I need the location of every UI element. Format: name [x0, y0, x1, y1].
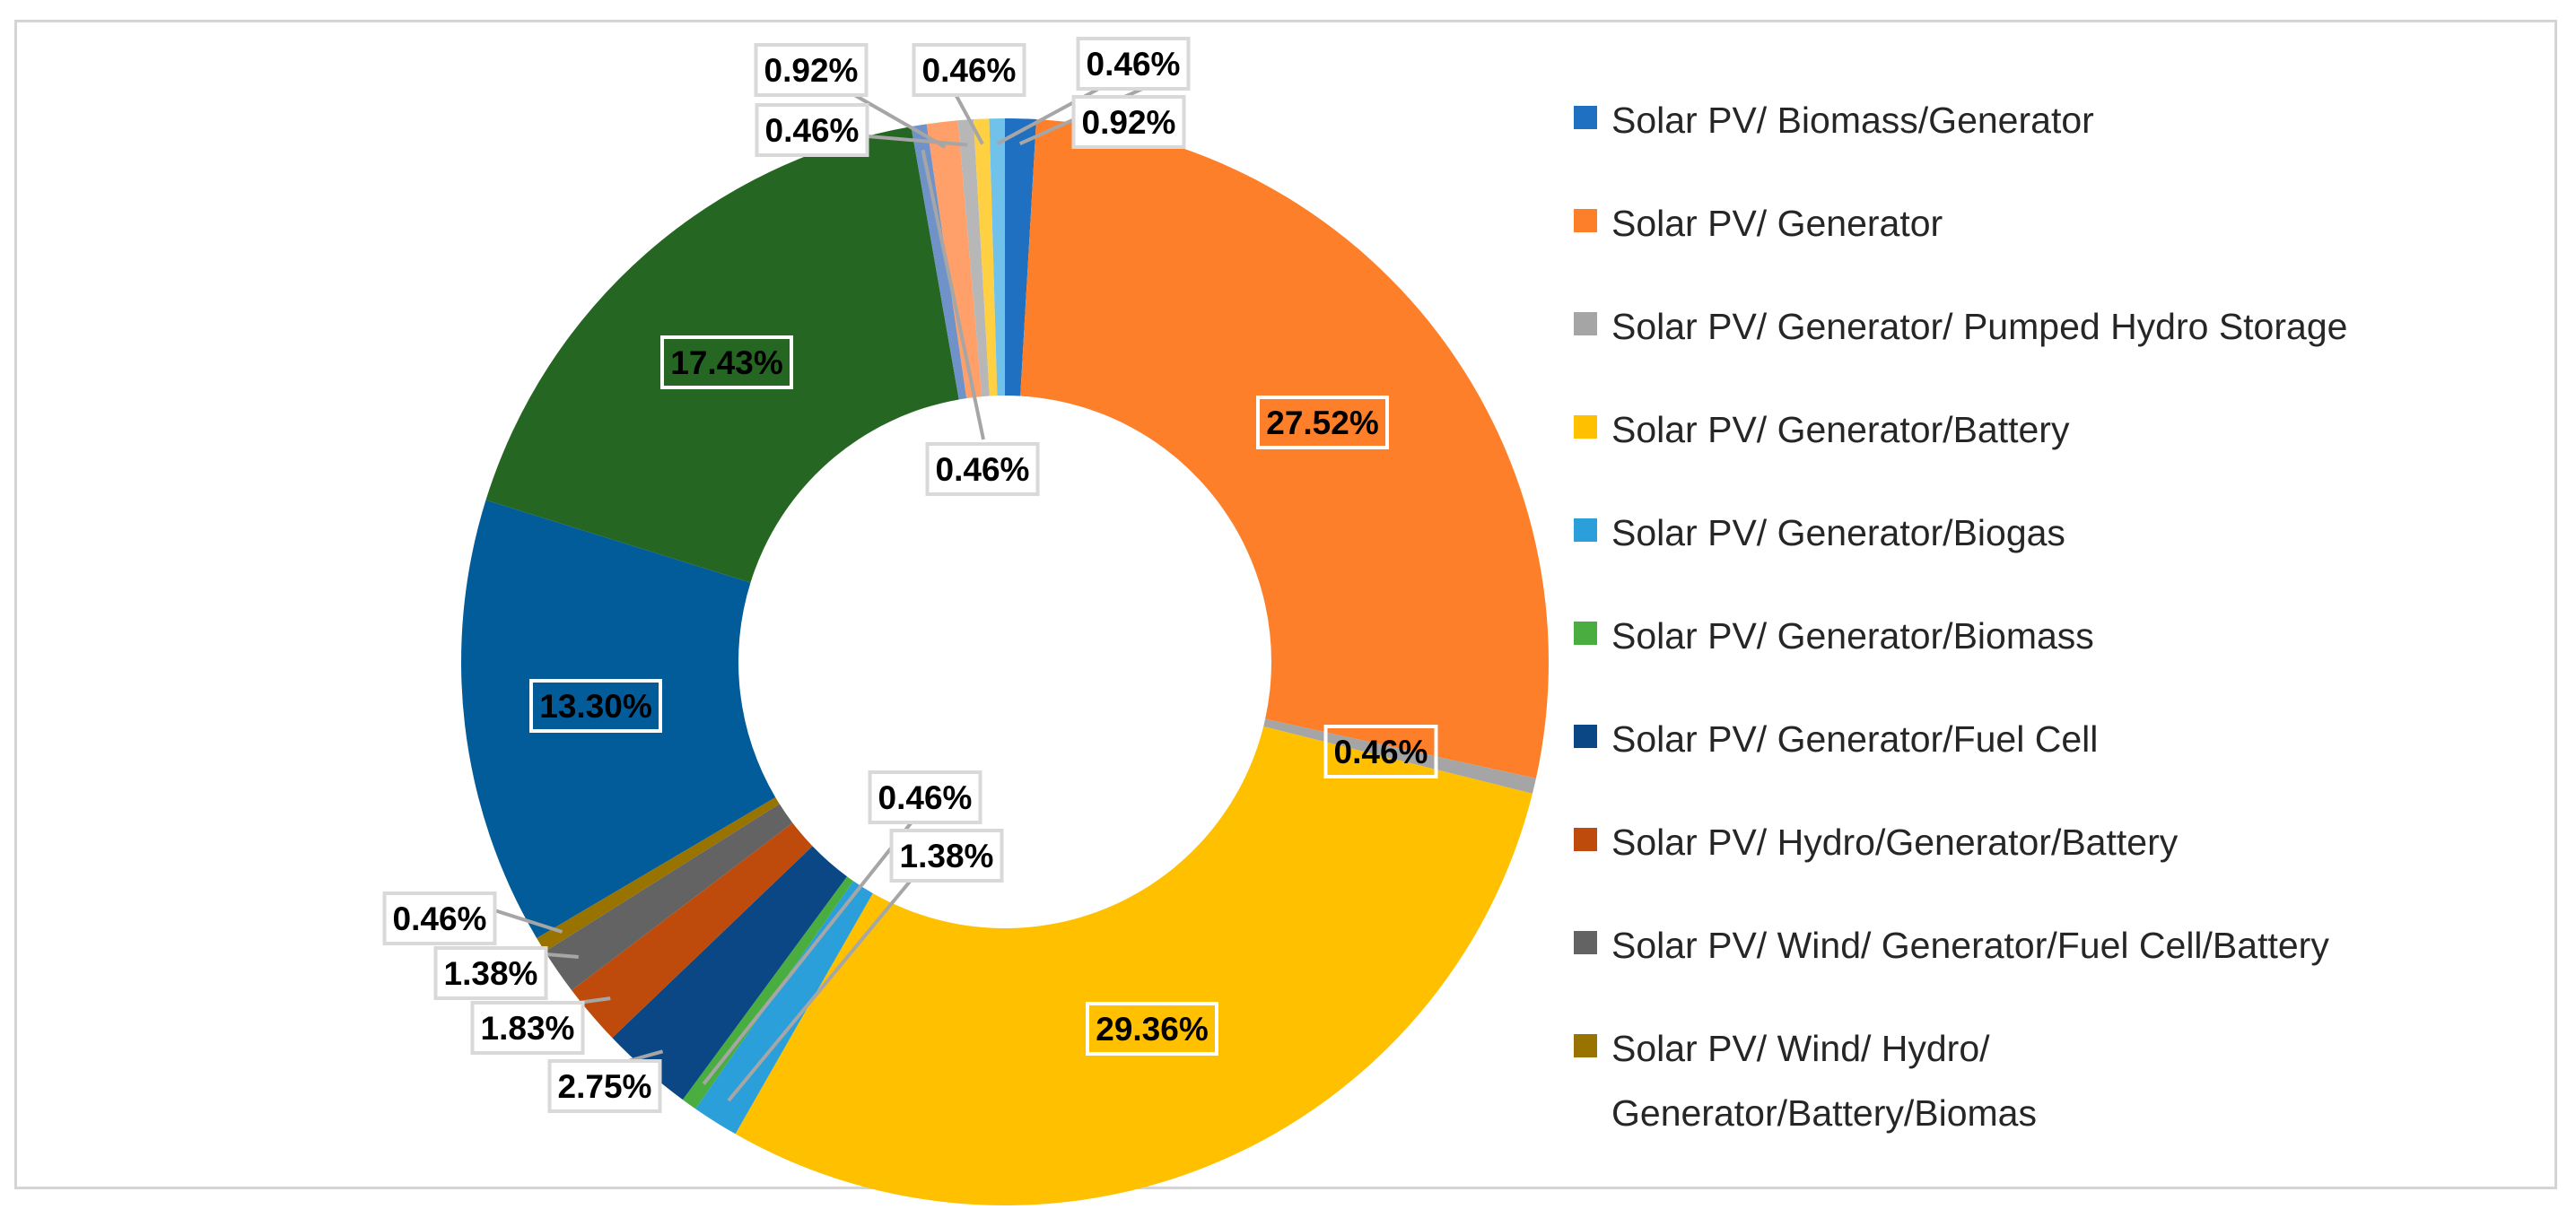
data-label-13: 0.46%	[936, 451, 1030, 488]
slice-12	[485, 126, 959, 583]
legend-label-4: Solar PV/ Generator/Battery	[1611, 409, 2070, 450]
data-label-8: 1.83%	[481, 1010, 575, 1047]
slice-10	[537, 796, 780, 952]
slice-14	[926, 120, 982, 399]
slice-16	[973, 118, 998, 396]
data-label-box-14	[754, 43, 869, 97]
legend-swatch-10	[1574, 1034, 1597, 1057]
data-label-1: 0.92%	[1082, 104, 1176, 141]
data-label-11: 13.30%	[539, 688, 652, 725]
data-label-box-6	[868, 770, 982, 824]
slice-5	[695, 881, 873, 1135]
slice-9	[545, 804, 793, 991]
legend-label-6: Solar PV/ Generator/Biomass	[1611, 615, 2094, 657]
legend-label-10: Generator/Battery/Biomas	[1611, 1092, 2037, 1134]
data-label-box-2	[1256, 396, 1389, 449]
data-label-box-10	[382, 892, 497, 945]
data-label-box-9	[433, 946, 548, 1000]
slice-4	[735, 726, 1533, 1205]
legend-swatch-3	[1574, 312, 1597, 335]
data-label-box-11	[529, 679, 662, 733]
legend-swatch-7	[1574, 725, 1597, 748]
data-label-9: 1.38%	[444, 955, 538, 992]
slice-15	[957, 119, 990, 397]
legend-label-2: Solar PV/ Generator	[1611, 203, 1943, 244]
data-label-16: 0.46%	[922, 52, 1017, 89]
data-label-box-16	[912, 43, 1026, 97]
data-label-box-15	[755, 103, 869, 157]
legend-label-1: Solar PV/ Biomass/Generator	[1611, 100, 2094, 141]
leader-line-13	[921, 149, 985, 440]
data-label-box-1	[1071, 95, 1186, 149]
data-label-14: 0.92%	[764, 52, 859, 89]
legend-label-10: Solar PV/ Wind/ Hydro/	[1611, 1028, 1990, 1069]
slices-group	[460, 118, 1549, 1205]
legend-swatch-8	[1574, 828, 1597, 851]
legend-label-7: Solar PV/ Generator/Fuel Cell	[1611, 718, 2098, 760]
data-label-box-13	[925, 442, 1040, 496]
data-label-7: 2.75%	[558, 1068, 652, 1105]
slice-3	[1263, 718, 1536, 794]
legend-swatch-6	[1574, 622, 1597, 645]
slice-8	[572, 822, 813, 1039]
slice-1	[1005, 118, 1037, 396]
data-label-box-12	[660, 335, 793, 389]
slice-7	[612, 846, 848, 1100]
data-label-box-8	[470, 1001, 585, 1055]
data-label-4: 29.36%	[1096, 1011, 1209, 1048]
slice-13	[911, 124, 967, 400]
data-label-10: 0.46%	[393, 900, 487, 937]
data-label-box-4	[1086, 1002, 1218, 1056]
data-label-box-5	[889, 829, 1004, 883]
legend-label-9: Solar PV/ Wind/ Generator/Fuel Cell/Batt…	[1611, 925, 2329, 966]
data-label-15: 0.46%	[765, 112, 860, 149]
legend-swatch-1	[1574, 106, 1597, 129]
legend-label-8: Solar PV/ Hydro/Generator/Battery	[1611, 822, 2179, 863]
legend-swatch-4	[1574, 415, 1597, 439]
slice-6	[682, 876, 853, 1109]
data-label-17: 0.46%	[1087, 46, 1181, 83]
slice-17	[989, 118, 1005, 396]
data-label-box-17	[1076, 37, 1191, 91]
legend-label-3: Solar PV/ Generator/ Pumped Hydro Storag…	[1611, 306, 2347, 347]
data-label-6: 0.46%	[878, 779, 973, 816]
data-label-2: 27.52%	[1266, 404, 1379, 441]
data-label-5: 1.38%	[900, 838, 994, 874]
data-label-box-3	[1323, 725, 1438, 778]
data-label-box-7	[547, 1059, 662, 1113]
data-labels-group: 0.92% 27.52% 0.46% 29.36% 1.38% 0.46% 2.75% 1.8…	[382, 37, 1438, 1113]
data-label-12: 17.43%	[670, 344, 783, 381]
legend-swatch-9	[1574, 931, 1597, 954]
legend-swatch-2	[1574, 209, 1597, 232]
legend-label-5: Solar PV/ Generator/Biogas	[1611, 512, 2065, 553]
slice-11	[460, 500, 776, 939]
legend: Solar PV/ Biomass/Generator Solar PV/ Gen…	[1574, 100, 2347, 1134]
legend-swatch-5	[1574, 518, 1597, 542]
data-label-3: 0.46%	[1334, 734, 1428, 770]
